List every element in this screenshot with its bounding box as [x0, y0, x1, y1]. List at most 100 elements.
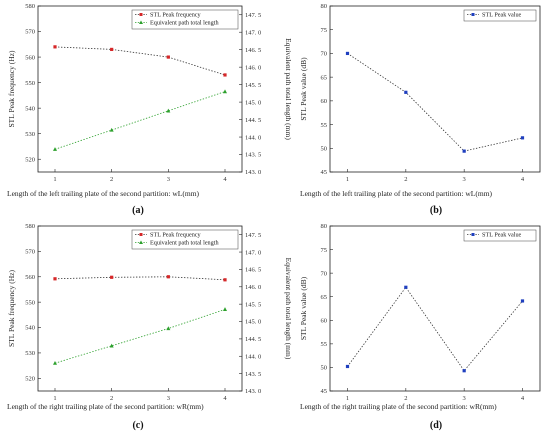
x-tick-label: 1 [53, 395, 56, 402]
data-point [166, 108, 171, 113]
legend-label: Equivalent path total length [150, 20, 219, 27]
data-point [223, 73, 227, 77]
x-tick-label: 3 [167, 395, 170, 402]
legend-label: STL Peak value [482, 232, 522, 239]
x-tick-label: 3 [463, 176, 466, 183]
y-tick-label: 80 [321, 3, 328, 10]
data-point [53, 361, 57, 365]
y2-tick-label: 146. 5 [245, 267, 261, 274]
y-tick-label: 540 [25, 325, 35, 332]
y2-tick-label: 147. 5 [245, 12, 261, 19]
y-axis-label: STL Peak value (dB) [299, 57, 308, 121]
data-point [109, 343, 114, 348]
plot-frame [329, 225, 541, 392]
data-point [404, 285, 408, 289]
y-tick-label: 70 [321, 270, 328, 277]
data-point [462, 369, 466, 373]
y-tick-label: 55 [321, 341, 328, 348]
legend-box [463, 229, 537, 242]
y-tick-label: 70 [321, 51, 328, 58]
y2-tick-label: 143. 0 [245, 169, 261, 176]
data-point [404, 90, 408, 94]
data-point [53, 277, 57, 281]
series-line [54, 276, 226, 281]
series-line [347, 286, 523, 372]
y-tick-label: 570 [25, 29, 35, 36]
y-tick-label: 520 [25, 376, 35, 383]
y-tick-label: 580 [25, 3, 35, 10]
legend-box [463, 9, 537, 22]
y2-tick-label: 146. 5 [245, 47, 261, 54]
legend-marker [471, 13, 475, 16]
panel-label: (d) [430, 420, 442, 431]
x-tick-label: 2 [110, 395, 113, 402]
y-axis-label: STL Peak frequency (Hz) [7, 270, 16, 347]
y-tick-label: 550 [25, 80, 35, 87]
x-tick-label: 1 [346, 176, 349, 183]
chart-panel-2: 1 2 3 4 45 50 55 60 65 70 75 80 STL Peak value (dB) L… [299, 3, 541, 216]
x-tick-label: 2 [404, 395, 407, 402]
y-tick-label: 60 [321, 317, 328, 324]
x-tick-label: 4 [521, 395, 525, 402]
y2-tick-label: 146. 0 [245, 64, 261, 71]
legend-label: Equivalent path total length [150, 240, 219, 247]
y2-tick-label: 145. 0 [245, 319, 261, 326]
y-tick-label: 530 [25, 350, 35, 357]
y2-tick-label: 144. 5 [245, 117, 261, 124]
y-tick-label: 45 [321, 169, 328, 176]
series-line [54, 46, 226, 76]
legend-marker [471, 233, 475, 236]
y2-tick-label: 147. 5 [245, 232, 261, 239]
legend-label: STL Peak frequency [150, 12, 202, 19]
y-tick-label: 80 [321, 223, 328, 230]
plot-frame [329, 5, 541, 173]
y2-tick-label: 143. 5 [245, 371, 261, 378]
x-tick-label: 3 [167, 176, 170, 183]
x-tick-label: 1 [53, 176, 56, 183]
y2-tick-label: 144. 0 [245, 134, 261, 141]
data-point [110, 275, 114, 279]
chart-panel-4: 1 2 3 4 45 50 55 60 65 70 75 80 STL Peak value (dB) L… [299, 223, 541, 431]
chart-panel-1: 1 2 3 4 520 530 540 550 560 570 580 143. 0 143. 5 144… [7, 3, 293, 216]
data-point [166, 275, 170, 279]
panel-label: (c) [132, 420, 143, 431]
data-point [166, 55, 170, 59]
y-tick-label: 65 [321, 74, 328, 81]
y2-tick-label: 147. 0 [245, 29, 261, 36]
y-tick-label: 50 [321, 365, 328, 372]
y2-tick-label: 145. 5 [245, 82, 261, 89]
y2-tick-label: 146. 0 [245, 284, 261, 291]
y2-tick-label: 144. 5 [245, 336, 261, 343]
x-axis-label: Length of the left trailing plate of the… [7, 189, 200, 198]
data-point [345, 51, 350, 56]
y2-tick-label: 143. 0 [245, 388, 261, 395]
data-point [223, 89, 227, 94]
y-tick-label: 570 [25, 249, 35, 256]
y-tick-label: 530 [25, 131, 35, 138]
x-axis-label: Length of the right trailing plate of th… [7, 402, 204, 411]
chart-panel-3: 1 2 3 4 520 530 540 550 560 570 580 143. 0 143. 5 144… [7, 223, 293, 431]
x-tick-label: 4 [521, 176, 525, 183]
legend-label: STL Peak value [482, 12, 522, 19]
x-tick-label: 4 [223, 176, 227, 183]
x-tick-label: 2 [110, 176, 113, 183]
y-tick-label: 55 [321, 122, 328, 129]
y-tick-label: 520 [25, 156, 35, 163]
y-tick-label: 560 [25, 274, 35, 281]
y-tick-label: 580 [25, 223, 35, 230]
panel-label: (a) [132, 205, 144, 216]
y2-tick-label: 145. 5 [245, 301, 261, 308]
y-tick-label: 540 [25, 105, 35, 112]
y-tick-label: 75 [321, 27, 328, 34]
legend-marker [139, 13, 143, 16]
y-tick-label: 60 [321, 98, 328, 105]
data-point [520, 136, 525, 140]
y-tick-label: 65 [321, 294, 328, 301]
y-tick-label: 50 [321, 145, 328, 152]
x-axis-label: Length of the right trailing plate of th… [300, 402, 497, 411]
series-line [347, 53, 523, 152]
legend-label: STL Peak frequency [150, 232, 202, 239]
data-point [462, 149, 466, 153]
legend-marker [139, 233, 143, 236]
